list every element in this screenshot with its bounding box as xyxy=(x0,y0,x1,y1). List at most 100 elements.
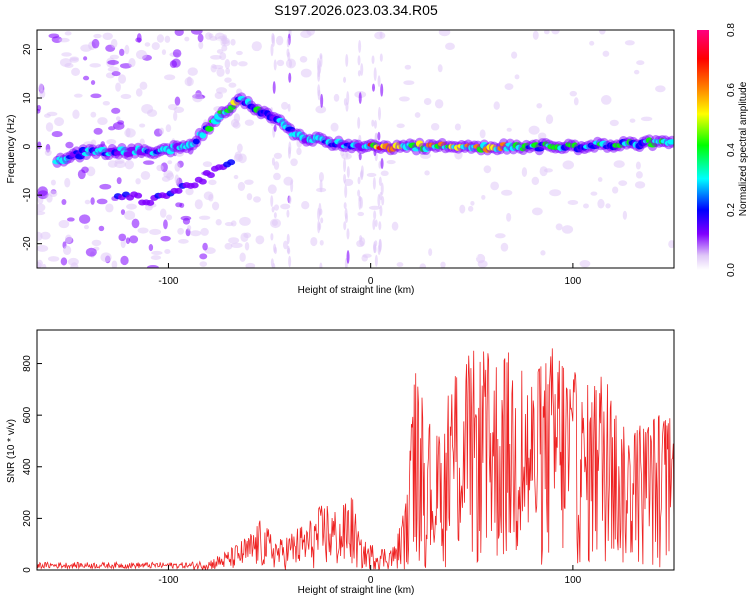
noise-blob xyxy=(97,117,108,126)
noise-blob xyxy=(469,252,478,259)
noise-blob xyxy=(271,219,278,226)
noise-blob xyxy=(172,49,182,58)
noise-blob xyxy=(79,214,91,224)
ridge-blob xyxy=(667,139,674,145)
streak-blob xyxy=(377,106,381,121)
noise-blob xyxy=(540,250,546,256)
noise-blob xyxy=(64,177,71,188)
noise-blob xyxy=(230,118,240,128)
noise-blob xyxy=(126,203,137,210)
streak-blob xyxy=(316,57,320,71)
streak-blob xyxy=(357,189,361,197)
branch-blob xyxy=(134,192,143,199)
noise-blob xyxy=(239,252,246,262)
streak-blob xyxy=(346,228,350,240)
noise-blob xyxy=(115,82,121,92)
noise-blob xyxy=(84,199,91,205)
noise-blob xyxy=(115,116,121,122)
streak-blob xyxy=(273,59,277,71)
noise-blob xyxy=(186,76,192,87)
noise-blob xyxy=(275,35,284,46)
noise-blob xyxy=(225,67,230,75)
noise-blob xyxy=(205,32,213,40)
noise-blob xyxy=(139,123,146,128)
noise-blob xyxy=(504,83,514,90)
noise-blob xyxy=(159,208,167,218)
noise-blob xyxy=(490,181,500,191)
branch-blob xyxy=(198,178,207,185)
noise-blob xyxy=(90,111,97,118)
noise-blob xyxy=(177,227,185,235)
noise-blob xyxy=(61,199,67,205)
noise-blob xyxy=(380,170,389,177)
streak-blob xyxy=(360,63,364,76)
noise-blob xyxy=(403,80,415,86)
noise-blob xyxy=(39,89,46,99)
noise-blob xyxy=(228,237,240,244)
noise-blob xyxy=(129,235,139,244)
noise-blob xyxy=(445,42,455,51)
noise-blob xyxy=(244,179,254,185)
noise-blob xyxy=(214,194,225,199)
noise-blob xyxy=(230,38,236,46)
noise-blob xyxy=(216,38,222,46)
noise-blob xyxy=(160,235,171,242)
streak-blob xyxy=(377,75,381,88)
noise-blob xyxy=(89,63,102,68)
noise-blob xyxy=(613,160,625,168)
colorbar-tick-label: 0.4 xyxy=(726,143,737,157)
noise-blob xyxy=(244,241,250,251)
noise-blob xyxy=(579,187,591,193)
streak-blob xyxy=(286,37,290,48)
chart-title: S197.2026.023.03.34.R05 xyxy=(274,2,438,18)
noise-blob xyxy=(83,56,88,61)
noise-blob xyxy=(62,245,72,255)
streak-blob xyxy=(270,43,274,57)
noise-blob xyxy=(164,35,171,43)
noise-blob xyxy=(54,117,65,127)
x-tick-label: -100 xyxy=(158,575,178,586)
colorbar-tick-label: 0.0 xyxy=(726,263,737,277)
noise-blob xyxy=(120,93,132,100)
streak-blob xyxy=(271,35,275,44)
noise-blob xyxy=(85,247,97,257)
noise-blob xyxy=(93,127,103,135)
snr-marks xyxy=(37,348,674,570)
colorbar-gradient xyxy=(697,30,709,270)
noise-blob xyxy=(137,227,149,234)
noise-blob xyxy=(655,85,666,93)
noise-blob xyxy=(398,96,410,102)
noise-blob xyxy=(253,196,261,203)
snr-xlabel: Height of straight line (km) xyxy=(298,585,415,596)
noise-blob xyxy=(61,52,72,57)
streak-blob xyxy=(343,173,347,184)
noise-blob xyxy=(300,68,312,78)
colorbar-tick-label: 0.8 xyxy=(726,23,737,37)
colorbar-label: Normalized spectral amplitude xyxy=(738,81,749,216)
noise-blob xyxy=(240,232,249,242)
noise-blob xyxy=(233,174,239,180)
noise-blob xyxy=(366,172,377,178)
noise-blob xyxy=(149,228,162,236)
noise-blob xyxy=(224,242,233,250)
branch-blob xyxy=(146,199,155,206)
noise-blob xyxy=(131,218,140,229)
noise-blob xyxy=(48,33,60,39)
streak-blob xyxy=(272,81,276,94)
streak-blob xyxy=(317,220,321,234)
noise-blob xyxy=(224,59,231,69)
noise-blob xyxy=(319,239,324,246)
noise-blob xyxy=(58,219,70,229)
colorbar-tick-label: 0.6 xyxy=(726,83,737,97)
noise-blob xyxy=(37,259,43,268)
noise-blob xyxy=(106,138,117,145)
noise-blob xyxy=(64,31,72,36)
noise-blob xyxy=(151,42,160,50)
noise-blob xyxy=(44,149,52,156)
x-tick-label: 100 xyxy=(565,276,582,287)
noise-blob xyxy=(230,242,243,248)
noise-blob xyxy=(597,198,605,209)
noise-blob xyxy=(165,214,173,221)
noise-blob xyxy=(511,51,518,59)
noise-blob xyxy=(135,88,143,97)
